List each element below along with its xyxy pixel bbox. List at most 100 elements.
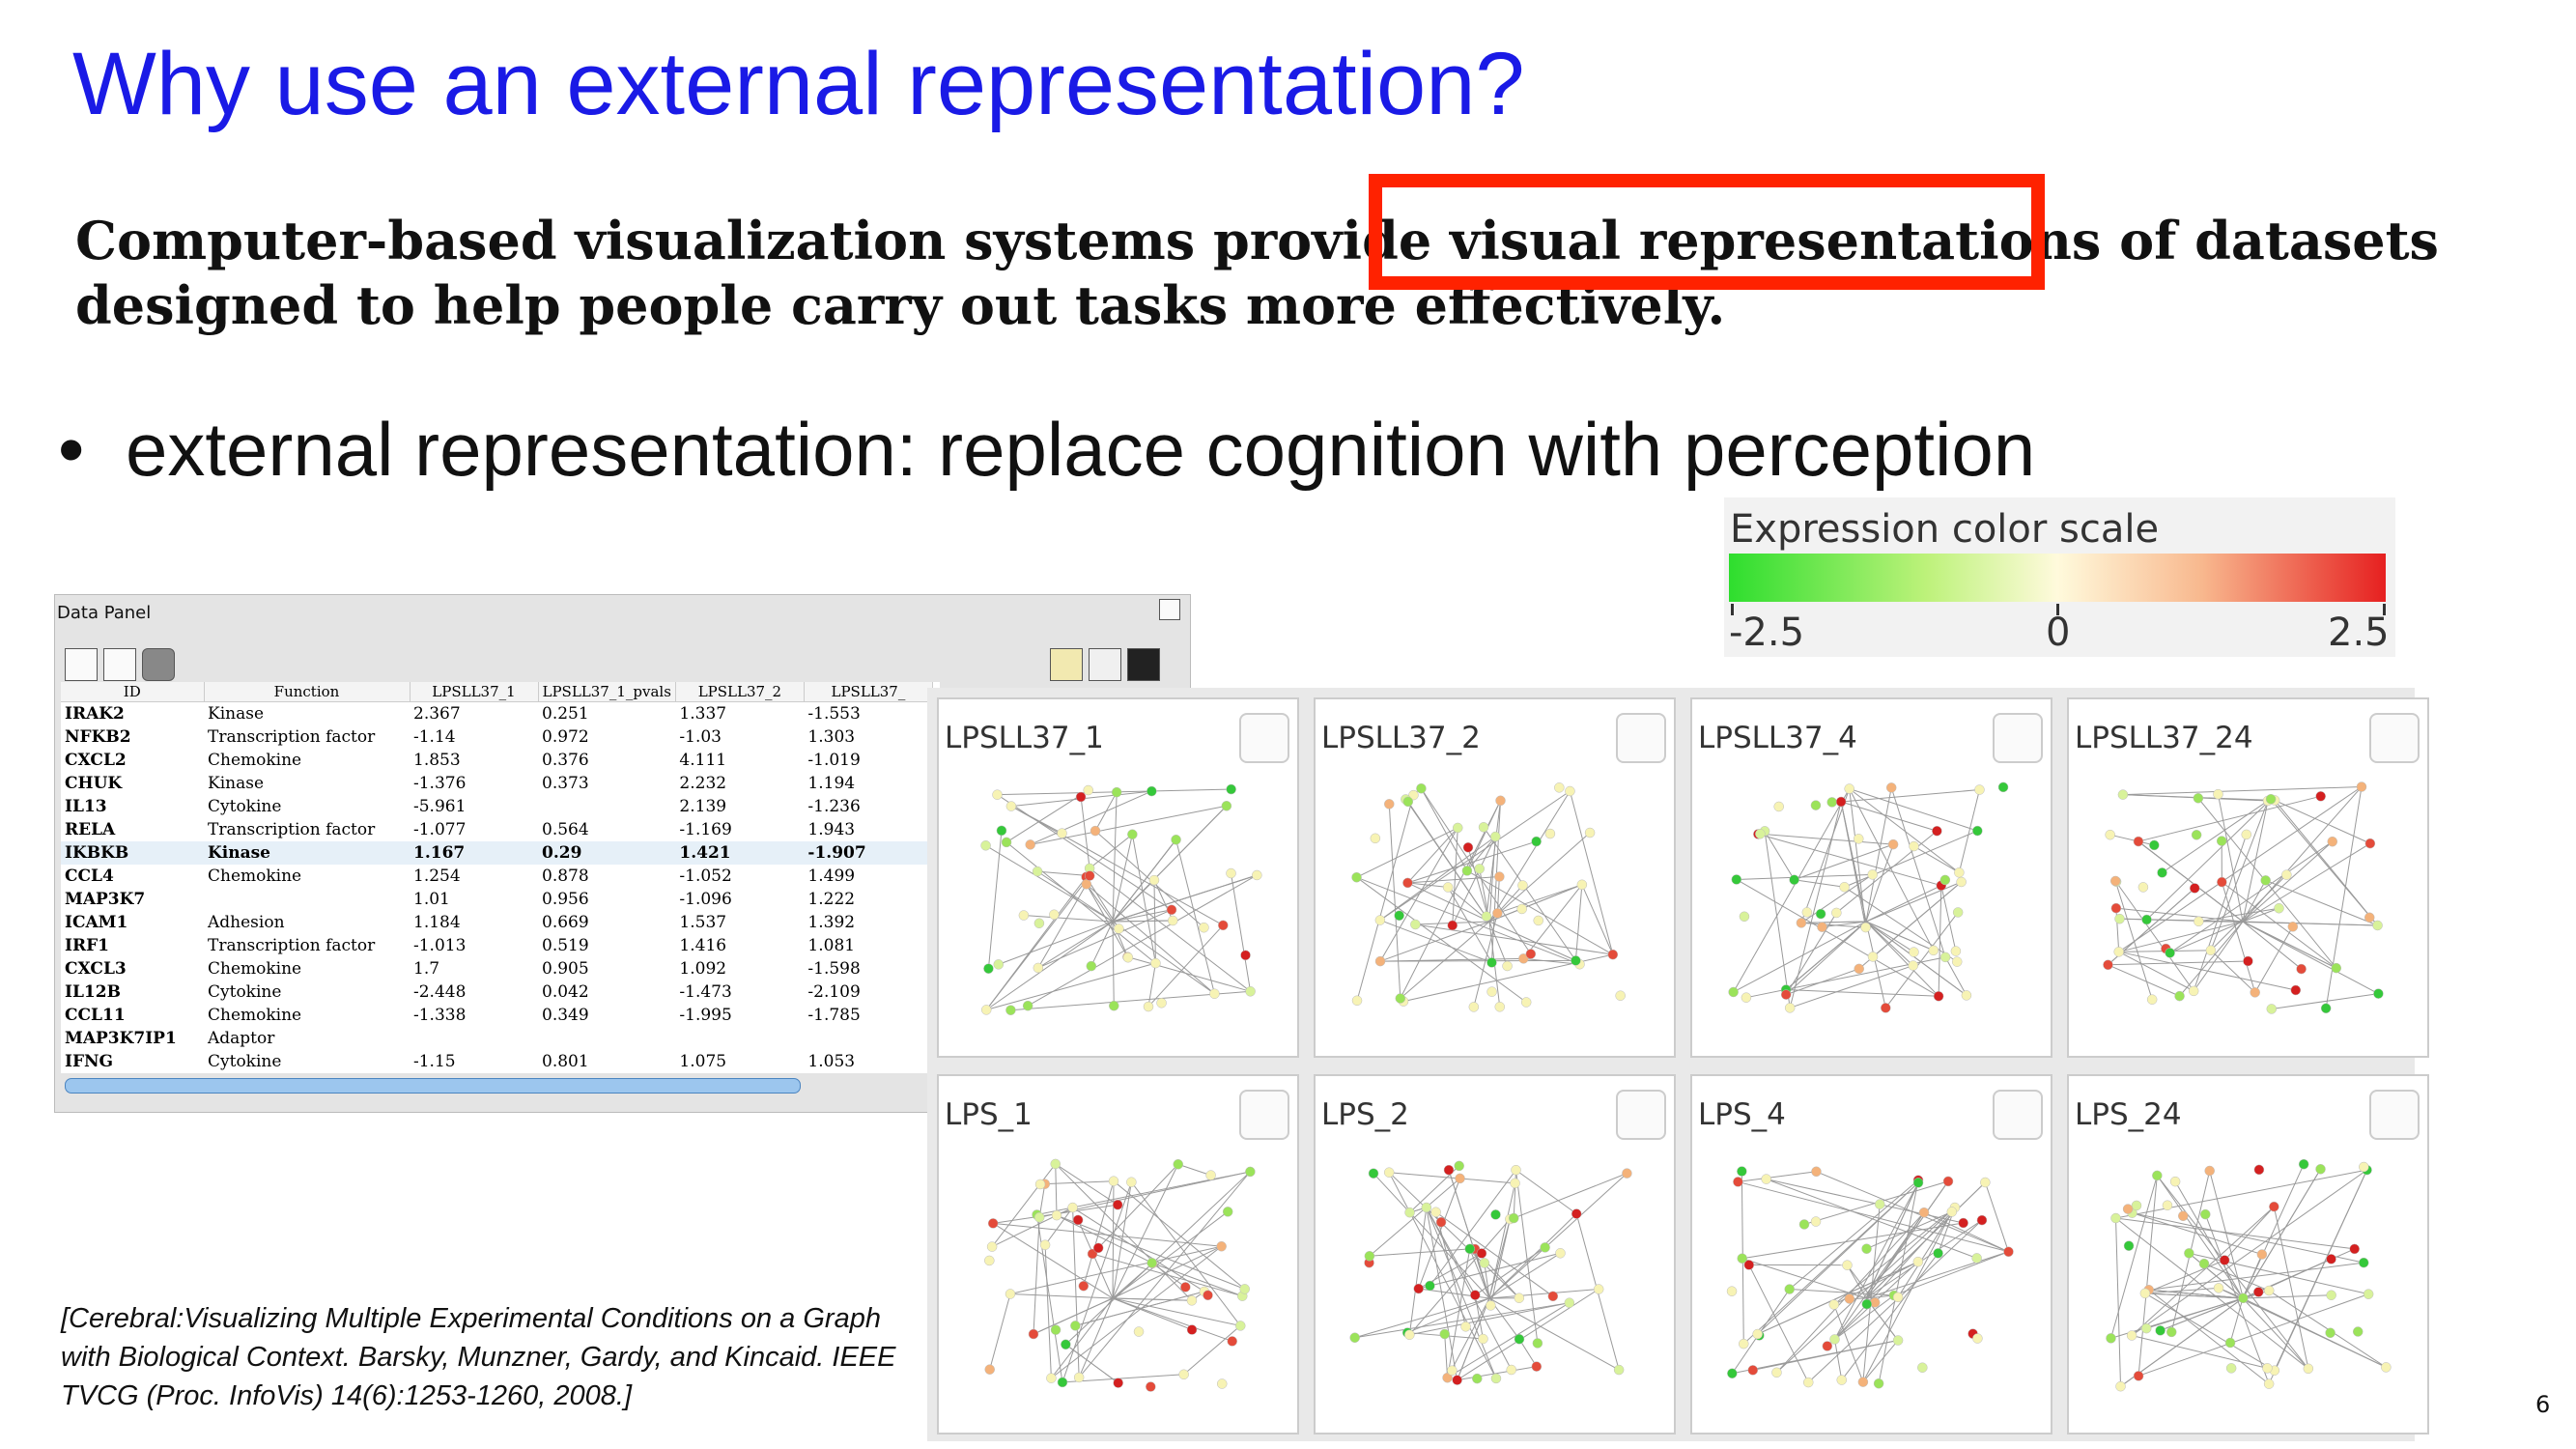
table-row[interactable]: NFKB2 Transcription factor -1.14 0.972 -1.03…: [61, 725, 932, 749]
graph-node: [1028, 1328, 1039, 1340]
network-panel[interactable]: LPSLL37_2: [1314, 697, 1676, 1058]
network-graph[interactable]: [939, 1144, 1297, 1434]
graph-edge: [1408, 1218, 1511, 1336]
graph-node: [1615, 990, 1626, 1001]
graph-edge: [1055, 1163, 1118, 1206]
graph-edge: [1760, 833, 1894, 845]
table-cell: -1.785: [807, 1006, 861, 1025]
table-row[interactable]: ICAM1 Adhesion 1.184 0.669 1.537 1.392: [61, 911, 932, 934]
new-document-icon[interactable]: [103, 648, 136, 681]
network-panel[interactable]: LPS_4: [1690, 1074, 2052, 1435]
graph-edge: [2132, 1212, 2364, 1264]
table-cell: 1.943: [807, 820, 856, 839]
maximize-icon[interactable]: [1159, 599, 1180, 620]
graph-edge: [1379, 836, 1496, 921]
network-graph[interactable]: [2069, 767, 2427, 1057]
graph-node: [1452, 1375, 1462, 1385]
graph-edge: [1033, 1297, 1114, 1335]
network-graph[interactable]: [1316, 1144, 1674, 1434]
table-row[interactable]: CCL11 Chemokine -1.338 0.349 -1.995 -1.785: [61, 1004, 932, 1027]
graph-node: [2194, 916, 2204, 927]
panel-options-icon[interactable]: [1993, 713, 2043, 763]
panel-options-icon[interactable]: [1239, 713, 1289, 763]
graph-node: [2157, 867, 2167, 878]
graph-node: [2326, 1290, 2336, 1301]
graph-node: [1384, 799, 1395, 810]
network-graph[interactable]: [1316, 767, 1674, 1057]
network-panel[interactable]: LPS_24: [2067, 1074, 2429, 1435]
table-row[interactable]: IFNG Cytokine -1.15 0.801 1.075 1.053: [61, 1050, 932, 1073]
panel-options-icon[interactable]: [2369, 1090, 2420, 1140]
network-panel[interactable]: LPS_1: [937, 1074, 1299, 1435]
graph-edge: [2148, 1289, 2244, 1299]
network-graph[interactable]: [1692, 1144, 2051, 1434]
panel-options-icon[interactable]: [1993, 1090, 2043, 1140]
graph-node: [1486, 957, 1497, 968]
horizontal-scrollbar[interactable]: [65, 1078, 801, 1094]
network-graph[interactable]: [939, 767, 1297, 1057]
graph-edge: [1486, 800, 1502, 917]
graph-node: [1018, 910, 1030, 921]
graph-node: [1402, 796, 1414, 808]
graph-edge: [1785, 921, 1867, 996]
network-panel[interactable]: LPS_2: [1314, 1074, 1676, 1435]
table-row[interactable]: MAP3K7IP1 Adaptor: [61, 1027, 932, 1050]
panel-options-icon[interactable]: [1616, 713, 1666, 763]
folder-open-icon[interactable]: [1089, 648, 1121, 681]
table-row[interactable]: CXCL3 Chemokine 1.7 0.905 1.092 -1.598: [61, 957, 932, 980]
graph-node: [1853, 834, 1864, 844]
graph-edge: [1984, 1181, 2009, 1252]
table-row[interactable]: IL13 Cytokine -5.961 2.139 -1.236: [61, 795, 932, 818]
network-graph[interactable]: [1692, 767, 2051, 1057]
column-header[interactable]: LPSLL37_2: [675, 682, 805, 702]
table-view-icon[interactable]: [65, 648, 98, 681]
column-header[interactable]: LPSLL37_: [804, 682, 933, 702]
graph-edge: [1379, 827, 1458, 962]
panel-options-icon[interactable]: [1616, 1090, 1666, 1140]
network-panel[interactable]: LPSLL37_4: [1690, 697, 2052, 1058]
graph-edge: [2118, 786, 2363, 952]
table-row[interactable]: CXCL2 Chemokine 1.853 0.376 4.111 -1.019: [61, 749, 932, 772]
graph-edge: [1089, 867, 1251, 992]
column-header[interactable]: ID: [61, 682, 205, 702]
network-panel[interactable]: LPSLL37_24: [2067, 697, 2429, 1058]
table-row[interactable]: IKBKB Kinase 1.167 0.29 1.421 -1.907: [61, 841, 933, 865]
table-cell: Kinase: [208, 704, 265, 724]
graph-edge: [1865, 787, 1892, 923]
graph-edge: [1420, 787, 1468, 871]
graph-node: [1531, 1361, 1543, 1372]
panel-options-icon[interactable]: [1239, 1090, 1289, 1140]
table-cell: NFKB2: [65, 727, 131, 747]
table-row[interactable]: IRF1 Transcription factor -1.013 0.519 1.416…: [61, 934, 932, 957]
table-row[interactable]: IRAK2 Kinase 2.367 0.251 1.337 -1.553: [61, 702, 932, 726]
graph-edge: [1840, 801, 1938, 832]
table-cell: -5.961: [413, 797, 467, 816]
column-header[interactable]: Function: [204, 682, 410, 702]
network-graph[interactable]: [2069, 1144, 2427, 1434]
table-row[interactable]: IL12B Cytokine -2.448 0.042 -1.473 -2.109: [61, 980, 932, 1004]
graph-node: [1039, 1239, 1051, 1250]
graph-node: [2003, 1246, 2014, 1258]
graph-edge: [1090, 921, 1114, 967]
notes-icon[interactable]: [1050, 648, 1083, 681]
graph-node: [2256, 1249, 2268, 1260]
table-row[interactable]: CHUK Kinase -1.376 0.373 2.232 1.194: [61, 772, 932, 795]
graph-node: [2260, 875, 2271, 886]
graph-node: [1946, 1207, 1958, 1217]
graph-node: [2263, 1285, 2275, 1296]
network-panel[interactable]: LPSLL37_1: [937, 697, 1299, 1058]
graph-edge: [2198, 907, 2279, 923]
column-header[interactable]: LPSLL37_1: [410, 682, 539, 702]
table-row[interactable]: CCL4 Chemokine 1.254 0.878 -1.052 1.499: [61, 865, 932, 888]
trash-icon[interactable]: [142, 648, 175, 681]
column-header[interactable]: LPSLL37_1_pvals: [538, 682, 676, 702]
graph-edge: [1849, 788, 1960, 873]
table-row[interactable]: MAP3K7 1.01 0.956 -1.096 1.222: [61, 888, 932, 911]
heatmap-icon[interactable]: [1127, 648, 1160, 681]
table-row[interactable]: RELA Transcription factor -1.077 0.564 -1.16…: [61, 818, 932, 841]
table-cell: [804, 1027, 932, 1050]
graph-edge: [2169, 840, 2334, 953]
panel-options-icon[interactable]: [2369, 713, 2420, 763]
graph-node: [1520, 997, 1532, 1008]
graph-edge: [2189, 1252, 2244, 1299]
